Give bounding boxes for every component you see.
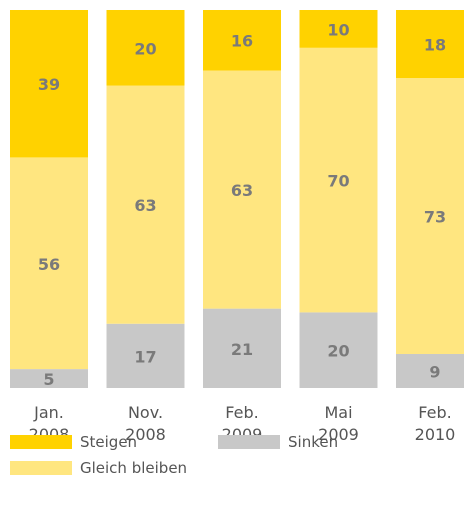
bar-segment xyxy=(10,10,88,158)
value-label: 21 xyxy=(231,340,253,359)
value-label: 17 xyxy=(134,347,156,366)
x-tick-label: Nov. 2008 xyxy=(125,403,166,444)
legend-label: Gleich bleiben xyxy=(80,459,188,477)
bar-segment xyxy=(203,308,281,388)
value-label: 16 xyxy=(231,32,253,51)
legend-swatch xyxy=(218,435,280,449)
value-label: 5 xyxy=(43,370,54,389)
value-label: 9 xyxy=(429,362,440,381)
value-label: 20 xyxy=(134,39,156,58)
x-tick-label: Feb. 2010 xyxy=(414,403,456,444)
legend-item: Steigen xyxy=(10,433,137,451)
bar-segment xyxy=(299,312,378,388)
bar-segment xyxy=(299,47,378,313)
bar-segment xyxy=(106,323,185,388)
bar-segment xyxy=(396,353,464,388)
value-label: 20 xyxy=(327,342,349,361)
bar-segment xyxy=(299,10,378,48)
bar-segment xyxy=(106,85,185,324)
legend-item: Sinken xyxy=(218,433,338,451)
plot: 5 56 39 17 63 20 21 63 16 20 70 10 9 73 18 xyxy=(10,10,464,389)
bar-segment xyxy=(10,157,88,370)
value-label: 63 xyxy=(231,181,253,200)
bar-segment xyxy=(106,10,185,86)
value-label: 18 xyxy=(424,36,446,55)
legend-item: Gleich bleiben xyxy=(10,459,187,477)
bar-segment xyxy=(396,10,464,79)
bar-segment xyxy=(203,70,281,309)
value-label: 63 xyxy=(134,196,156,215)
x-tick-label: Mai 2009 xyxy=(318,403,359,444)
bar-segment xyxy=(203,10,281,71)
value-label: 10 xyxy=(327,20,349,39)
value-label: 39 xyxy=(38,75,60,94)
bar-segment xyxy=(396,78,464,354)
bar-segment xyxy=(10,369,88,388)
legend-swatch xyxy=(10,461,72,475)
legend-swatch xyxy=(10,435,72,449)
legend-label: Steigen xyxy=(80,433,138,451)
value-label: 70 xyxy=(327,172,349,191)
legend-label: Sinken xyxy=(288,433,339,451)
value-label: 73 xyxy=(424,208,446,227)
value-label: 56 xyxy=(38,255,60,274)
